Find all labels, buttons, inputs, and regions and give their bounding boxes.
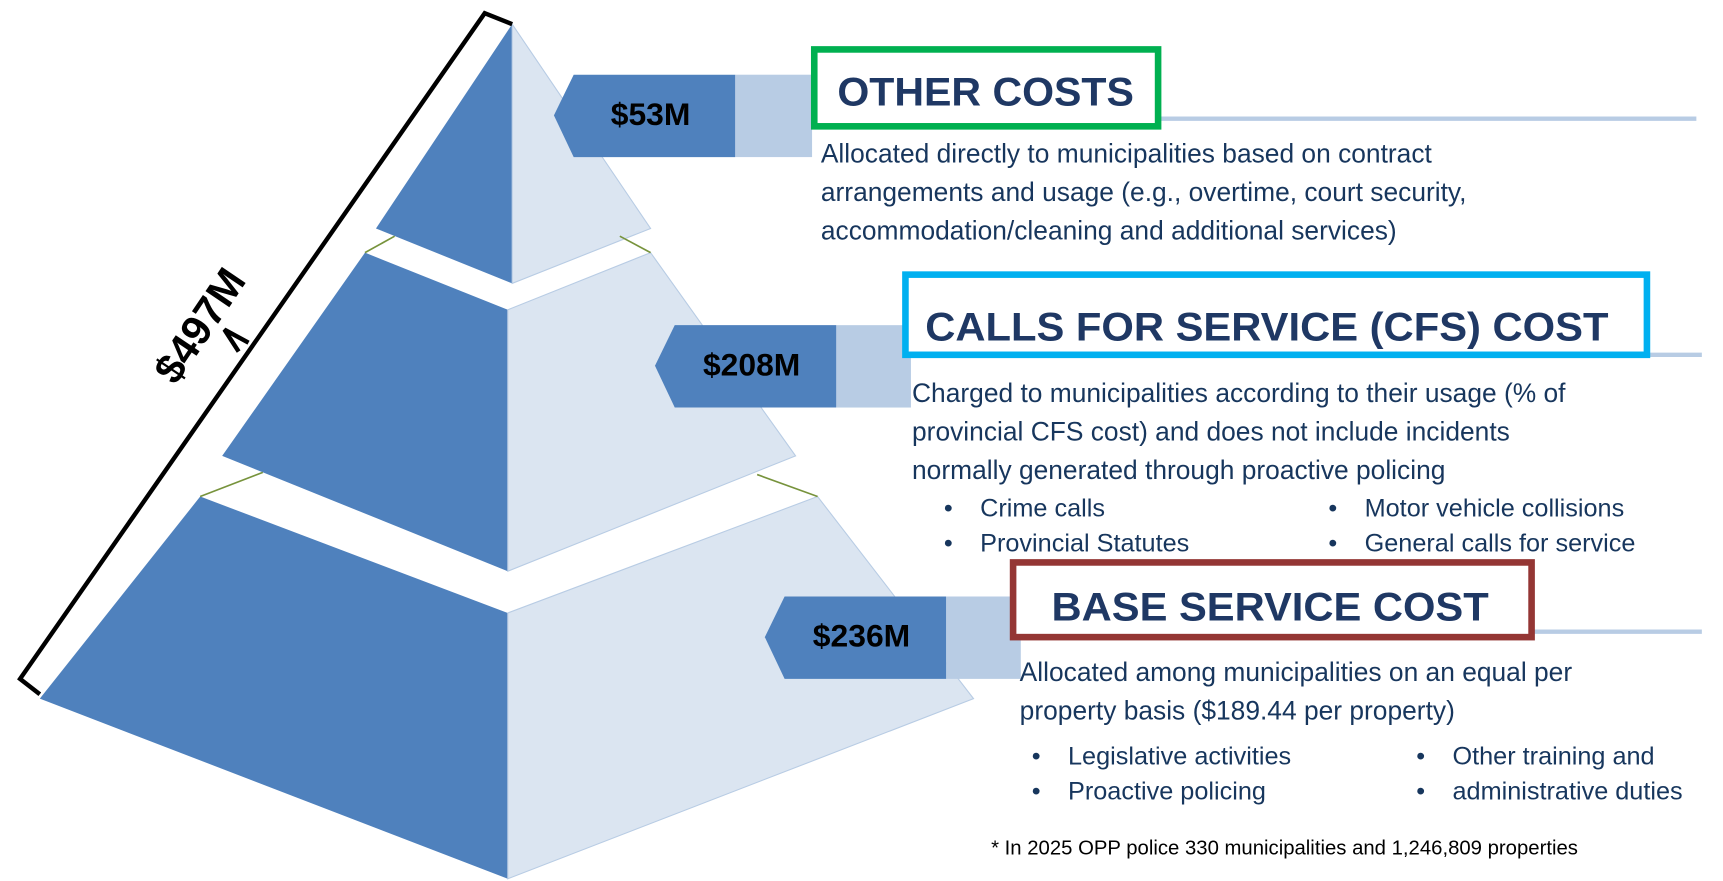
- bullet-dot: •: [1328, 494, 1337, 522]
- amount-label: $236M: [813, 618, 910, 654]
- bullet-dot: •: [1328, 529, 1337, 557]
- tier-description: normally generated through proactive pol…: [912, 455, 1445, 485]
- bullet-item: General calls for service: [1365, 529, 1636, 557]
- title-box: [1009, 559, 1535, 641]
- tier-description: property basis ($189.44 per property): [1020, 696, 1455, 726]
- pyramid: [39, 22, 975, 880]
- amount-tab: [735, 74, 813, 158]
- tier-description: arrangements and usage (e.g., overtime, …: [821, 177, 1467, 207]
- footnote: * In 2025 OPP police 330 municipalities …: [991, 838, 1578, 860]
- bullet-item: Provincial Statutes: [980, 529, 1189, 557]
- tier-description: provincial CFS cost) and does not includ…: [912, 417, 1510, 447]
- amount-arrow: [553, 74, 736, 158]
- tier-description: Allocated directly to municipalities bas…: [821, 139, 1433, 169]
- bullet-dot: •: [1032, 743, 1041, 771]
- amount-label: $53M: [611, 96, 691, 132]
- tier-title: OTHER COSTS: [837, 70, 1134, 114]
- bullet-item: administrative duties: [1452, 778, 1682, 806]
- title-box: [810, 46, 1162, 130]
- bullet-dot: •: [1416, 778, 1425, 806]
- bullet-item: Crime calls: [980, 494, 1105, 522]
- tier-description: accommodation/cleaning and additional se…: [821, 215, 1397, 245]
- amount-arrow: [764, 596, 947, 679]
- amount-label: $208M: [703, 346, 800, 382]
- total-label: $497M: [144, 259, 254, 391]
- amount-tab: [946, 596, 1021, 679]
- tier-description: Charged to municipalities according to t…: [912, 378, 1566, 408]
- bullet-item: Other training and: [1452, 743, 1654, 771]
- total-bracket: [17, 10, 513, 696]
- bullet-dot: •: [1416, 743, 1425, 771]
- title-box: [902, 271, 1651, 359]
- amount-arrow: [654, 325, 837, 408]
- bullet-item: Proactive policing: [1068, 778, 1266, 806]
- bullet-dot: •: [1032, 778, 1041, 806]
- tier-title: CALLS FOR SERVICE (CFS) COST: [925, 306, 1608, 350]
- tier-title: BASE SERVICE COST: [1052, 586, 1489, 630]
- bullet-item: Legislative activities: [1068, 743, 1291, 771]
- bullet-item: Motor vehicle collisions: [1365, 494, 1625, 522]
- amount-tab: [836, 325, 911, 408]
- bullet-dot: •: [944, 494, 953, 522]
- tier-description: Allocated among municipalities on an equ…: [1020, 657, 1573, 687]
- bullet-dot: •: [944, 529, 953, 557]
